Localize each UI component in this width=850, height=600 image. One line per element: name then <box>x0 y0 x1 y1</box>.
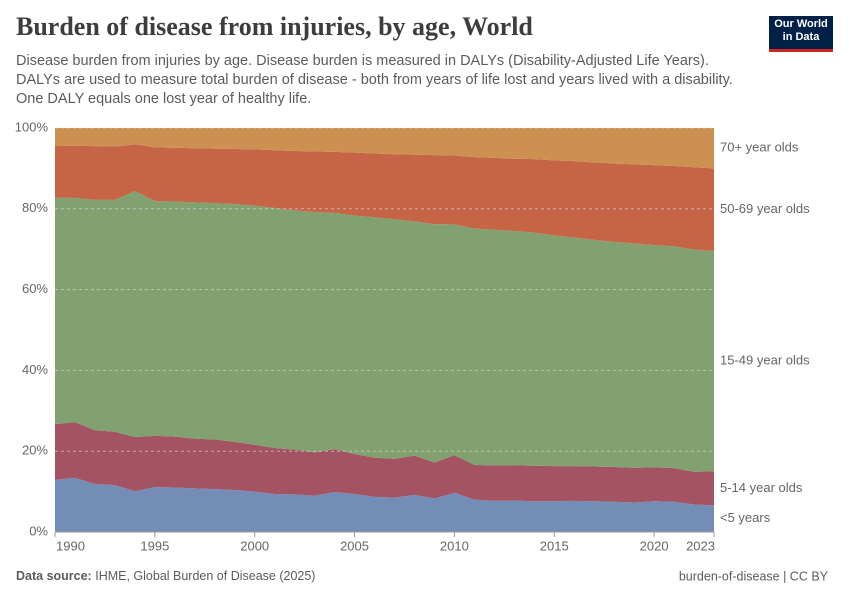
subtitle: Disease burden from injuries by age. Dis… <box>16 53 733 107</box>
y-tick-label: 40% <box>22 362 48 377</box>
x-tick-label: 2015 <box>540 538 569 553</box>
area <box>55 128 714 169</box>
area <box>55 144 714 251</box>
area <box>55 477 714 532</box>
x-tick-label: 2020 <box>640 538 669 553</box>
legend-label: 5-14 year olds <box>720 480 803 495</box>
y-tick-label: 100% <box>15 119 49 134</box>
source-label: Data source: <box>16 569 92 583</box>
y-tick-label: 20% <box>22 443 48 458</box>
logo-line: in Data <box>782 31 820 43</box>
y-tick-label: 80% <box>22 200 48 215</box>
area <box>55 422 714 506</box>
title: Burden of disease from injuries, by age,… <box>16 12 533 41</box>
legend-label: <5 years <box>720 510 771 525</box>
y-tick-label: 0% <box>29 523 48 538</box>
x-tick-label: 1995 <box>140 538 169 553</box>
license: burden-of-disease | CC BY <box>679 569 829 583</box>
source: Data source: IHME, Global Burden of Dise… <box>16 569 315 583</box>
logo-line: Our World <box>774 18 828 30</box>
x-tick-label: 1990 <box>56 538 85 553</box>
area <box>55 191 714 472</box>
source-text: IHME, Global Burden of Disease (2025) <box>95 569 315 583</box>
y-tick-label: 60% <box>22 281 48 296</box>
x-tick-label: 2005 <box>340 538 369 553</box>
legend-label: 50-69 year olds <box>720 201 810 216</box>
x-tick-label: 2000 <box>240 538 269 553</box>
logo[interactable]: Our World in Data <box>769 16 833 52</box>
legend-label: 70+ year olds <box>720 140 799 155</box>
legend-label: 15-49 year olds <box>720 353 810 368</box>
x-tick-label: 2010 <box>440 538 469 553</box>
x-tick-label: 2023 <box>686 538 715 553</box>
